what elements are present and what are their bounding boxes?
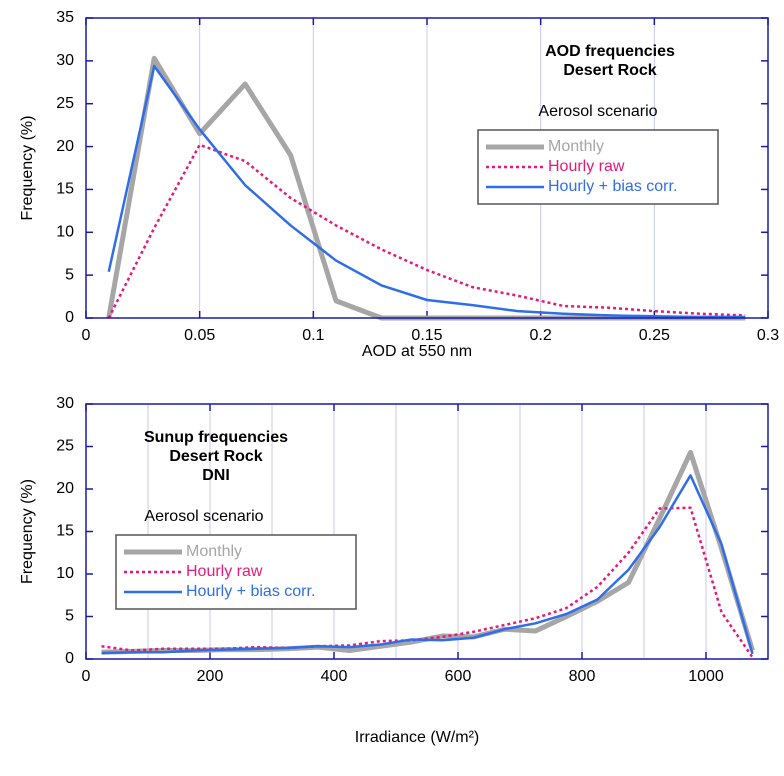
x-tick-label: 600 — [445, 668, 472, 685]
plot-frame — [85, 17, 769, 319]
data-line — [101, 474, 754, 655]
x-tick-label: 200 — [197, 668, 224, 685]
legend-title: Aerosol scenario — [144, 508, 263, 525]
chart-title: AOD frequencies — [545, 43, 675, 60]
y-tick-label: 25 — [56, 438, 74, 455]
legend-label: Monthly — [548, 138, 604, 155]
y-tick-label: 20 — [56, 138, 74, 155]
y-tick-label: 10 — [56, 224, 74, 241]
x-tick-label: 0.2 — [530, 327, 552, 344]
x-tick-label: 0.05 — [184, 327, 215, 344]
x-tick-label: 400 — [321, 668, 348, 685]
x-tick-label: 0 — [82, 327, 91, 344]
y-tick-label: 5 — [65, 266, 74, 283]
x-tick-label: 0.25 — [639, 327, 670, 344]
x-axis-label: Irradiance (W/m²) — [355, 729, 479, 746]
y-axis-label: Frequency (%) — [19, 116, 36, 221]
legend-title: Aerosol scenario — [538, 103, 657, 120]
x-tick-label: 0.1 — [302, 327, 324, 344]
x-tick-label: 0.3 — [757, 327, 779, 344]
y-tick-label: 10 — [56, 565, 74, 582]
y-axis-label: Frequency (%) — [19, 479, 36, 584]
y-tick-label: 0 — [65, 650, 74, 667]
x-tick-label: 800 — [569, 668, 596, 685]
x-tick-label: 0 — [82, 668, 91, 685]
x-tick-label: 1000 — [688, 668, 724, 685]
legend-label: Hourly raw — [548, 158, 625, 175]
y-tick-label: 15 — [56, 181, 74, 198]
y-tick-label: 35 — [56, 9, 74, 26]
legend-label: Monthly — [186, 543, 242, 560]
y-tick-label: 5 — [65, 608, 74, 625]
y-tick-label: 15 — [56, 523, 74, 540]
chart-title: DNI — [202, 467, 230, 484]
chart-title: Sunup frequencies — [144, 429, 288, 446]
data-line — [107, 143, 746, 319]
data-line — [101, 506, 754, 659]
y-tick-label: 30 — [56, 395, 74, 412]
y-tick-label: 25 — [56, 95, 74, 112]
y-tick-label: 0 — [65, 309, 74, 326]
x-axis-label: AOD at 550 nm — [362, 343, 472, 360]
chart-title: Desert Rock — [563, 62, 656, 79]
chart-title: Desert Rock — [169, 448, 262, 465]
data-line — [107, 64, 746, 319]
y-tick-label: 30 — [56, 52, 74, 69]
y-tick-label: 20 — [56, 480, 74, 497]
legend-label: Hourly + bias corr. — [548, 178, 677, 195]
legend-label: Hourly raw — [186, 563, 263, 580]
x-tick-label: 0.15 — [411, 327, 442, 344]
legend-label: Hourly + bias corr. — [186, 583, 315, 600]
plot-frame — [85, 403, 769, 660]
